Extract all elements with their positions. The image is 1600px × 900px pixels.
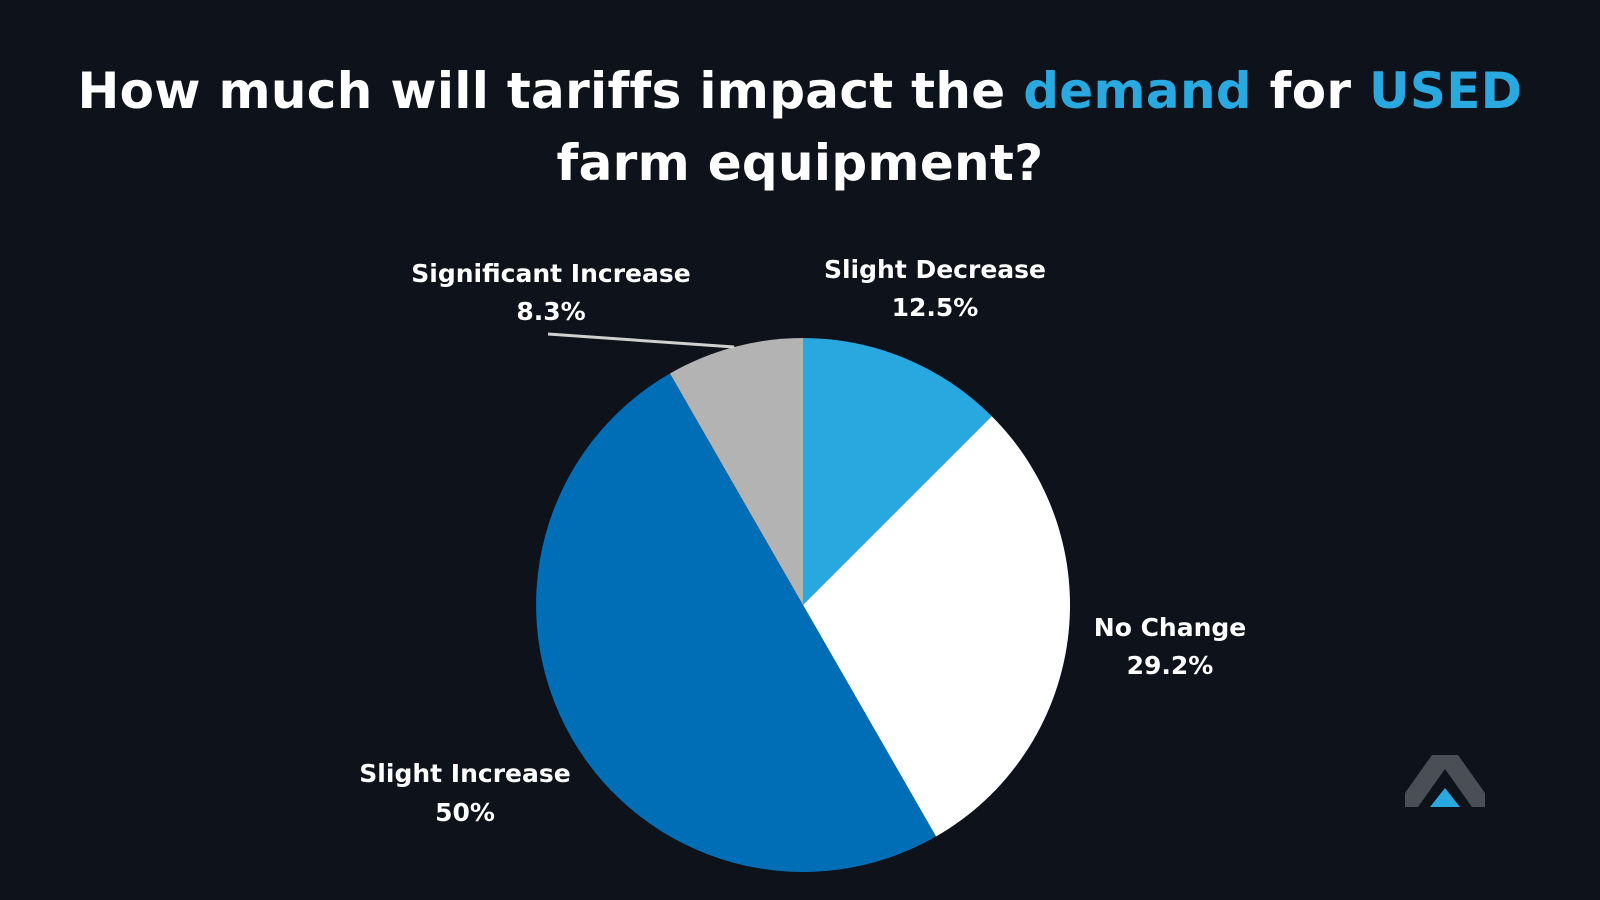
pie-label-significant-increase: Significant Increase (411, 259, 690, 288)
pie-slice-no-change (803, 416, 1070, 837)
pie-label-slight-increase: Slight Increase (359, 759, 570, 788)
pie-slice-significant-increase (669, 338, 803, 605)
chart-title: How much will tariffs impact the demand … (0, 55, 1600, 199)
pie-label-no-change: No Change (1094, 613, 1246, 642)
pie-label-slight-decrease: Slight Decrease (824, 255, 1046, 284)
chevron-up-logo-icon (1405, 755, 1485, 807)
pie-slice-slight-increase (536, 373, 937, 872)
pie-slice-slight-decrease (803, 338, 992, 605)
title-highlight-demand: demand (1023, 62, 1252, 120)
pie-slices (536, 338, 1070, 872)
chart-title-line-1: How much will tariffs impact the demand … (0, 55, 1600, 127)
pie-value-slight-increase: 50% (435, 798, 495, 827)
title-part-1: How much will tariffs impact the (77, 62, 1024, 120)
pie-value-significant-increase: 8.3% (516, 297, 585, 326)
pie-leader-lines (547, 332, 735, 349)
pie-value-slight-decrease: 12.5% (892, 293, 979, 322)
pie-labels: Slight Decrease 12.5% No Change 29.2% Slight… (359, 255, 1246, 827)
title-part-2: for (1251, 62, 1370, 120)
chart-title-line-2: farm equipment? (556, 134, 1044, 192)
pie-value-no-change: 29.2% (1127, 651, 1214, 680)
title-highlight-used: USED (1369, 62, 1523, 120)
pie-leader-significant-increase (547, 332, 735, 349)
